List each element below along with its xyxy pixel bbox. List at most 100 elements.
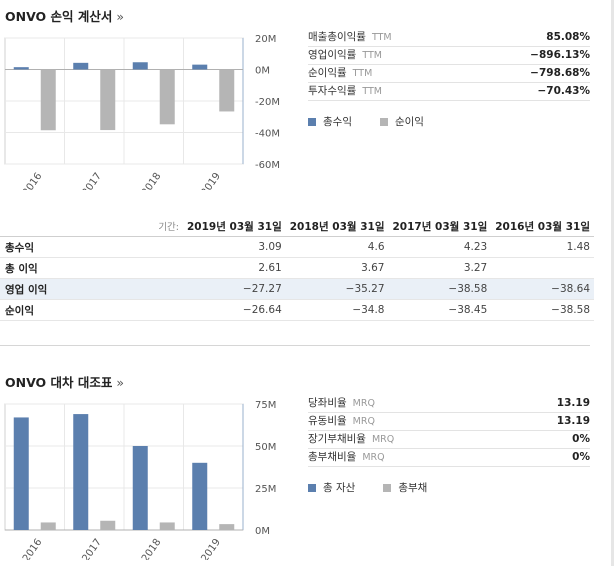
x-tick-label: 2019: [199, 171, 223, 190]
chevron-right-icon[interactable]: »: [116, 375, 125, 390]
y-tick-label: -20M: [255, 97, 280, 108]
table-cell: −26.64: [183, 299, 286, 321]
x-tick-label: 2019: [199, 537, 223, 560]
chevron-right-icon[interactable]: »: [116, 9, 125, 24]
table-cell: −38.45: [388, 299, 492, 321]
legend-label: 총수익: [323, 116, 352, 128]
table-row: 총 이익 2.61 3.67 3.27: [0, 257, 594, 279]
ratio-value: −70.43%: [537, 85, 590, 97]
vertical-scrollbar[interactable]: [611, 0, 614, 566]
bar-secondary[interactable]: [100, 520, 116, 530]
y-tick-label: 20M: [255, 34, 276, 45]
income-statement-title[interactable]: ONVO 손익 계산서»: [5, 6, 124, 25]
balance-bar-chart: 75M 50M 25M 0M 2016 2017 2018 2019: [4, 400, 276, 560]
legend-label: 순이익: [394, 116, 424, 128]
row-label: 순이익: [0, 299, 183, 321]
table-row: 순이익 −26.64 −34.8 −38.45 −38.58: [0, 299, 594, 321]
income-chart-legend: 총수익 순이익: [308, 114, 424, 129]
ratio-row: 장기부채비율 MRQ 0%: [308, 431, 590, 449]
bar-primary[interactable]: [132, 446, 148, 530]
table-cell: −38.58: [491, 299, 594, 321]
balance-ratio-list: 당좌비율 MRQ 13.19 유동비율 MRQ 13.19 장기부채비율 MRQ 0% 총부채비율…: [308, 395, 590, 467]
income-ratio-list: 매출총이익률 TTM 85.08% 영업이익률 TTM −896.13% 순이익률 TTM −7…: [308, 29, 590, 101]
bar-secondary[interactable]: [40, 522, 56, 530]
income-title-text[interactable]: ONVO 손익 계산서: [5, 9, 113, 24]
bar-primary[interactable]: [73, 62, 89, 70]
table-cell: 4.6: [285, 236, 389, 258]
ratio-label-text: 유동비율: [308, 415, 347, 427]
x-tick-label: 2017: [80, 171, 104, 190]
table-cell: −34.8: [285, 299, 389, 321]
table-row: 영업 이익 −27.27 −35.27 −38.58 −38.64: [0, 278, 594, 300]
y-tick-label: 75M: [255, 400, 276, 411]
legend-item[interactable]: 총부채: [383, 480, 427, 495]
ratio-row: 매출총이익률 TTM 85.08%: [308, 29, 590, 47]
table-cell: 3.27: [388, 257, 492, 279]
ratio-label: 투자수익률 TTM: [308, 83, 382, 100]
ratio-label-text: 장기부채비율: [308, 433, 366, 445]
bar-secondary[interactable]: [40, 69, 56, 131]
table-cell: 2.61: [183, 257, 286, 279]
ratio-unit: MRQ: [362, 452, 385, 463]
ratio-unit: TTM: [371, 32, 392, 43]
ratio-value: 0%: [572, 433, 590, 445]
ratio-label: 총부채비율 MRQ: [308, 449, 385, 466]
x-tick-label: 2016: [21, 171, 45, 190]
bar-primary[interactable]: [13, 417, 29, 530]
bar-secondary[interactable]: [219, 524, 235, 530]
ratio-row: 투자수익률 TTM −70.43%: [308, 83, 590, 101]
legend-item[interactable]: 순이익: [379, 114, 424, 129]
column-header: 2017년 03월 31일: [388, 216, 492, 237]
bar-primary[interactable]: [132, 62, 148, 70]
balance-sheet-title[interactable]: ONVO 대차 대조표»: [5, 372, 124, 391]
ratio-unit: MRQ: [371, 434, 395, 445]
ratio-row: 당좌비율 MRQ 13.19: [308, 395, 590, 413]
y-tick-label: 0M: [255, 526, 270, 537]
bar-secondary[interactable]: [100, 69, 116, 131]
table-cell: [491, 257, 594, 279]
legend-label: 총 자산: [323, 482, 356, 494]
ratio-label-text: 당좌비율: [308, 397, 347, 409]
column-header: 2019년 03월 31일: [183, 216, 286, 237]
bar-secondary[interactable]: [159, 69, 175, 125]
bar-primary[interactable]: [192, 64, 208, 70]
income-statement-table: 기간: 2019년 03월 31일 2018년 03월 31일 2017년 03…: [0, 216, 594, 321]
column-header: 2018년 03월 31일: [285, 216, 389, 237]
ratio-label: 영업이익률 TTM: [308, 47, 382, 64]
balance-title-text[interactable]: ONVO 대차 대조표: [5, 375, 113, 390]
y-tick-label: 50M: [255, 442, 276, 453]
legend-swatch: [383, 484, 392, 492]
x-tick-label: 2018: [140, 171, 164, 190]
x-tick-label: 2016: [21, 537, 45, 560]
ratio-label: 유동비율 MRQ: [308, 413, 375, 430]
bar-secondary[interactable]: [219, 69, 235, 112]
table-cell: 4.23: [388, 236, 492, 258]
ratio-row: 영업이익률 TTM −896.13%: [308, 47, 590, 65]
period-label: 기간:: [0, 216, 183, 237]
ratio-value: 85.08%: [546, 31, 590, 43]
ratio-unit: TTM: [352, 68, 373, 79]
bar-primary[interactable]: [192, 462, 208, 530]
ratio-label: 순이익률 TTM: [308, 65, 372, 82]
legend-swatch: [308, 118, 316, 126]
ratio-value: 13.19: [556, 415, 590, 427]
ratio-label-text: 영업이익률: [308, 49, 357, 61]
ratio-label-text: 투자수익률: [308, 85, 357, 97]
legend-swatch: [308, 484, 316, 492]
table-cell: 3.67: [285, 257, 389, 279]
legend-item[interactable]: 총 자산: [308, 480, 355, 495]
table-row: 총수익 3.09 4.6 4.23 1.48: [0, 236, 594, 258]
bar-primary[interactable]: [13, 67, 29, 70]
row-label: 총 이익: [0, 257, 183, 279]
ratio-unit: MRQ: [352, 416, 375, 427]
bar-primary[interactable]: [73, 414, 89, 530]
table-cell: 1.48: [491, 236, 594, 258]
bar-secondary[interactable]: [159, 522, 175, 530]
ratio-label: 당좌비율 MRQ: [308, 395, 375, 412]
ratio-label: 장기부채비율 MRQ: [308, 431, 394, 448]
legend-item[interactable]: 총수익: [308, 114, 352, 129]
table-cell: −27.27: [183, 278, 286, 300]
ratio-value: 13.19: [556, 397, 590, 409]
x-tick-label: 2017: [80, 537, 104, 560]
table-header-row: 기간: 2019년 03월 31일 2018년 03월 31일 2017년 03…: [0, 216, 594, 237]
